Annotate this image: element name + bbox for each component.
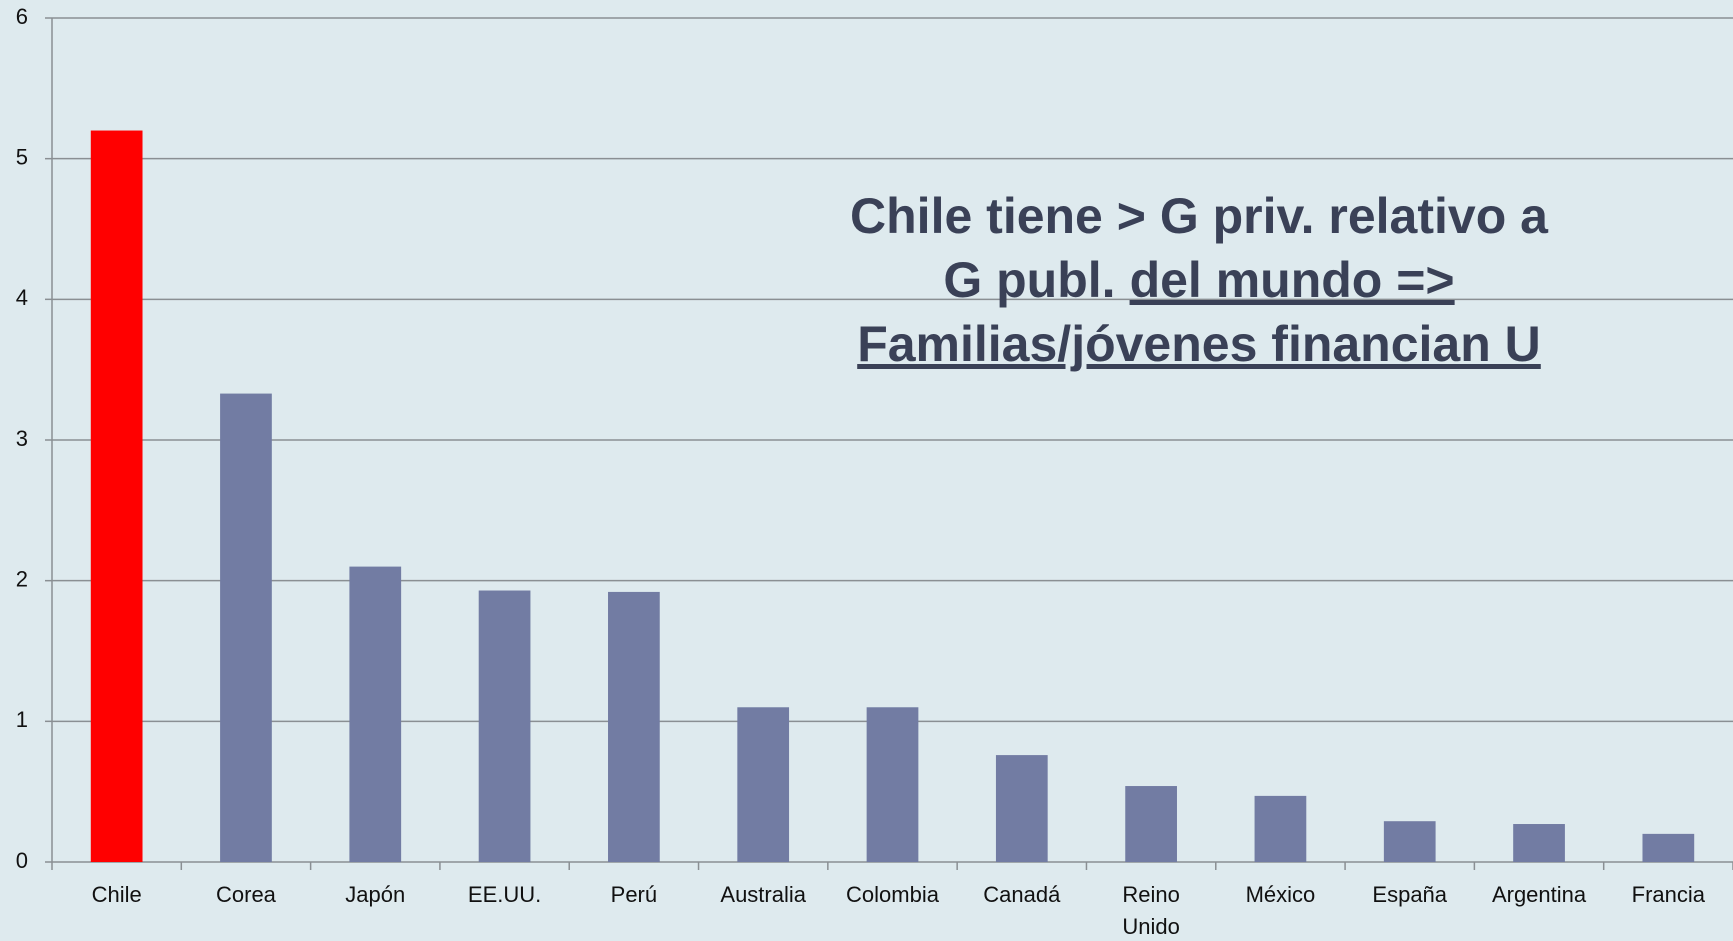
bar xyxy=(608,591,660,862)
bar xyxy=(220,393,272,862)
annotation: G publ. del mundo => xyxy=(943,252,1454,308)
x-tick-label: Canadá xyxy=(983,882,1061,907)
x-tick-label: Reino Unido xyxy=(1122,882,1179,939)
x-tick-label: Australia xyxy=(720,882,806,907)
annotation-part: G publ. xyxy=(943,252,1115,308)
x-tick-label: Japón xyxy=(345,882,405,907)
x-tick-label: España xyxy=(1372,882,1447,907)
x-tick-label: Corea xyxy=(216,882,277,907)
y-tick-label: 6 xyxy=(16,4,28,29)
bar xyxy=(349,566,402,862)
bar xyxy=(1513,824,1565,862)
bar xyxy=(1125,786,1177,862)
x-tick-label: México xyxy=(1246,882,1316,907)
bar xyxy=(866,707,919,862)
y-tick-label: 4 xyxy=(16,285,28,310)
y-tick-label: 2 xyxy=(16,566,28,591)
bar xyxy=(90,130,143,863)
bar xyxy=(1383,821,1436,862)
annotation: Familias/jóvenes financian U xyxy=(857,316,1541,372)
annotation-part: Familias/jóvenes financian U xyxy=(857,316,1541,372)
x-tick-label: Perú xyxy=(611,882,657,907)
bar xyxy=(1254,795,1307,862)
bar xyxy=(995,755,1048,862)
y-tick-label: 3 xyxy=(16,426,28,451)
x-tick-label: Chile xyxy=(92,882,142,907)
bar xyxy=(1642,833,1695,862)
x-tick-label: Argentina xyxy=(1492,882,1587,907)
annotation-part: Chile tiene > G priv. relativo a xyxy=(850,188,1549,244)
x-tick-label: Francia xyxy=(1632,882,1706,907)
y-tick-label: 1 xyxy=(16,707,28,732)
y-tick-label: 0 xyxy=(16,848,28,873)
bar xyxy=(737,707,790,862)
x-tick-label: Colombia xyxy=(846,882,940,907)
x-tick-label: EE.UU. xyxy=(468,882,541,907)
bar xyxy=(478,590,531,862)
annotation-part: del mundo => xyxy=(1130,252,1455,308)
y-tick-label: 5 xyxy=(16,144,28,169)
annotation: Chile tiene > G priv. relativo a xyxy=(850,188,1549,244)
